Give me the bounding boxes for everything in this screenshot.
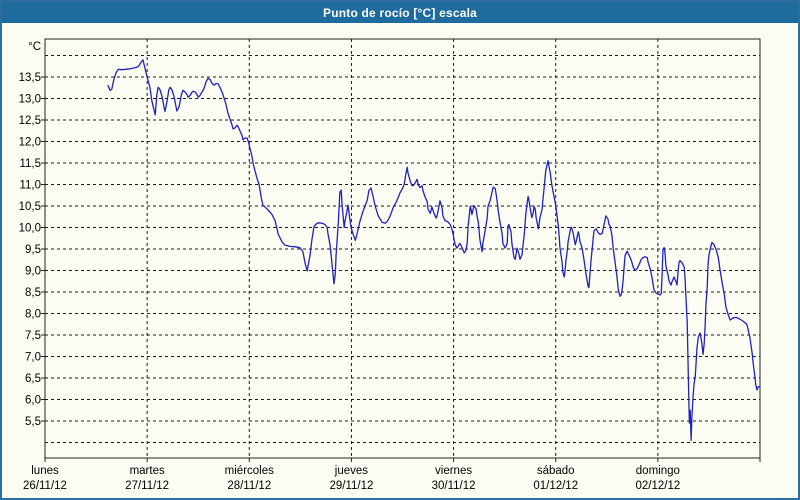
y-tick-label: 13,0 bbox=[19, 94, 41, 106]
y-tick-label: 9,5 bbox=[25, 244, 41, 256]
date-label: 26/11/12 bbox=[23, 480, 67, 492]
y-tick-label: 9,0 bbox=[25, 266, 41, 278]
y-tick-label: 8,0 bbox=[25, 309, 41, 321]
window-title: Punto de rocío [°C] escala bbox=[322, 5, 478, 20]
day-label: domingo bbox=[636, 465, 680, 477]
day-label: jueves bbox=[334, 465, 368, 477]
date-label: 01/12/12 bbox=[533, 480, 578, 492]
y-tick-label: 11,0 bbox=[19, 180, 41, 192]
dew-point-line bbox=[107, 59, 761, 442]
y-tick-label: 10,5 bbox=[19, 201, 41, 213]
y-tick-label: 6,5 bbox=[25, 373, 41, 385]
y-tick-label: 8,5 bbox=[25, 287, 41, 299]
y-tick-label: 12,5 bbox=[19, 115, 41, 127]
date-label: 27/11/12 bbox=[125, 480, 169, 492]
y-tick-label: 5,5 bbox=[25, 416, 41, 428]
y-axis: °C 13,5 13,0 12,5 12,0 11,5 11,0 10,5 10,0 9,5 9,0… bbox=[19, 41, 45, 428]
y-tick-label: 12,0 bbox=[19, 137, 41, 149]
title-bar: Punto de rocío [°C] escala bbox=[2, 2, 798, 23]
y-tick-label: 7,0 bbox=[25, 352, 41, 364]
y-axis-unit-label: °C bbox=[28, 41, 41, 53]
y-tick-label: 13,5 bbox=[19, 72, 41, 84]
day-gridlines bbox=[146, 39, 659, 458]
x-axis: lunes 26/11/12 martes 27/11/12 miércoles 28/1… bbox=[23, 458, 761, 492]
day-label: miércoles bbox=[225, 465, 274, 477]
day-label: viernes bbox=[435, 465, 472, 477]
day-label: sábado bbox=[537, 465, 575, 477]
day-label: martes bbox=[130, 465, 165, 477]
y-tick-label: 7,5 bbox=[25, 330, 41, 342]
dew-point-series bbox=[107, 59, 761, 442]
date-label: 02/12/12 bbox=[635, 480, 680, 492]
date-label: 30/11/12 bbox=[432, 480, 476, 492]
y-tick-label: 6,0 bbox=[25, 395, 41, 407]
y-tick-label: 10,0 bbox=[19, 223, 41, 235]
y-tick-label: 11,5 bbox=[19, 158, 41, 170]
horizontal-gridlines bbox=[45, 55, 760, 443]
day-label: lunes bbox=[31, 465, 59, 477]
date-label: 29/11/12 bbox=[329, 480, 373, 492]
date-label: 28/11/12 bbox=[227, 480, 271, 492]
